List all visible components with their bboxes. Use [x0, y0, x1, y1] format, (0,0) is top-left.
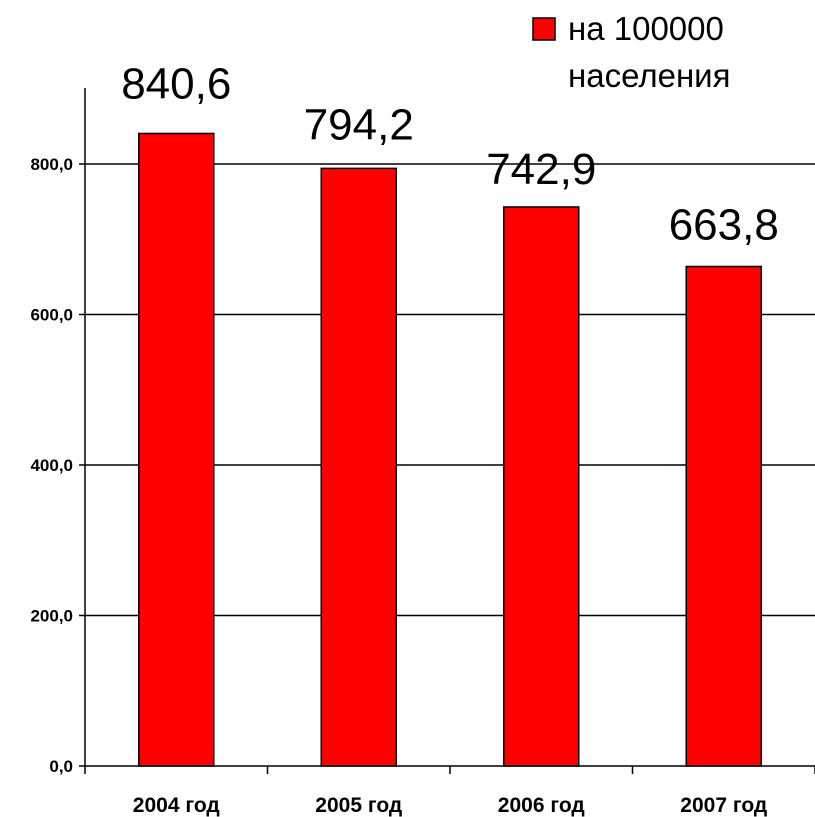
data-label: 663,8 — [669, 200, 779, 249]
bar — [320, 167, 397, 767]
legend-swatch — [532, 17, 556, 41]
data-label: 840,6 — [121, 59, 231, 108]
y-tick-label: 200,0 — [30, 607, 73, 626]
axes: 0,0 200,0 400,0 600,0 800,0 2004 год 2005 год 2… — [30, 88, 815, 817]
bar — [685, 265, 762, 767]
x-tick-label: 2006 год — [498, 794, 585, 817]
legend: на 100000 населения — [532, 10, 730, 94]
bar — [138, 132, 215, 767]
data-label: 794,2 — [304, 100, 414, 149]
bar — [503, 206, 580, 767]
y-tick-label: 800,0 — [30, 155, 73, 174]
x-tick-label: 2007 год — [680, 794, 767, 817]
y-tick-label: 600,0 — [30, 306, 73, 325]
legend-label-line-1: на 100000 — [568, 10, 724, 47]
x-tick-label: 2004 год — [133, 794, 220, 817]
data-labels: 840,6 794,2 742,9 663,8 — [121, 59, 779, 249]
data-label: 742,9 — [486, 145, 596, 194]
y-tick-label: 400,0 — [30, 456, 73, 475]
y-tick-label: 0,0 — [49, 757, 73, 776]
legend-label-line-2: населения — [568, 57, 730, 94]
x-tick-label: 2005 год — [315, 794, 402, 817]
